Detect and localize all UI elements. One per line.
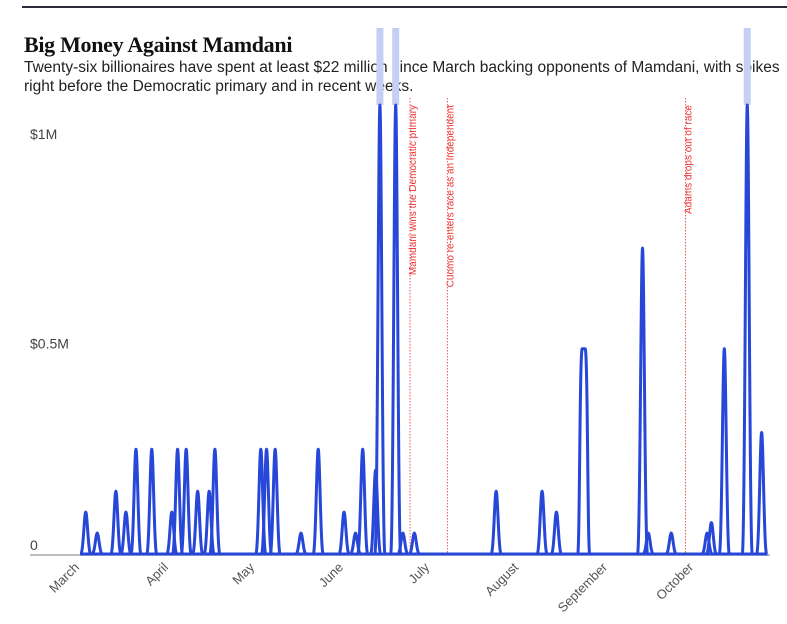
y-tick-label: $1M [30, 126, 57, 142]
event-label: Mamdani wins the Democratic primary [408, 105, 419, 275]
spending-spike [389, 103, 403, 556]
top-rule [22, 6, 787, 8]
spending-spike [489, 489, 503, 556]
event-label: Cuomo re-enters race as an independent [445, 105, 456, 288]
spending-spike [260, 447, 274, 556]
clipped-spike-overflow [392, 28, 400, 105]
spending-spike [549, 510, 563, 556]
y-tick-label: 0 [30, 537, 38, 553]
x-tick-label: August [482, 559, 521, 598]
event-label: Adams drops out of race [684, 105, 695, 214]
spending-spike [535, 489, 549, 556]
spending-spike [79, 510, 93, 556]
spending-spike [407, 531, 421, 556]
spending-spike [145, 447, 159, 556]
spending-spike [740, 103, 754, 556]
spending-spike [171, 447, 185, 556]
spending-spike [90, 531, 104, 556]
spending-spike [129, 447, 143, 556]
clipped-spike-overflow [376, 28, 384, 105]
x-tick-label: October [653, 559, 697, 603]
x-tick-label: March [46, 560, 82, 596]
spending-spike [396, 531, 410, 556]
spending-spike [311, 447, 325, 556]
spending-spike [704, 521, 718, 556]
y-tick-label: $0.5M [30, 336, 69, 352]
spending-spike [337, 510, 351, 556]
spending-spike [576, 347, 592, 556]
x-tick-label: May [229, 559, 257, 587]
spending-spike [119, 510, 133, 556]
x-tick-label: April [142, 559, 171, 588]
spending-spike [755, 430, 769, 556]
spending-spike [179, 447, 193, 556]
spending-spike [373, 103, 387, 556]
spending-spike [109, 489, 123, 556]
spending-spike [641, 531, 655, 556]
spending-spike [636, 246, 650, 556]
spending-spike [208, 447, 222, 556]
chart-subtitle: Twenty-six billionaires have spent at le… [24, 59, 780, 95]
x-tick-label: July [405, 559, 432, 586]
spending-spike [191, 489, 205, 556]
x-tick-label: June [316, 560, 347, 591]
spending-spike [268, 447, 282, 556]
spending-spike [664, 531, 678, 556]
spending-spike [700, 531, 714, 556]
chart-title: Big Money Against Mamdani [24, 32, 293, 57]
clipped-spike-overflow [743, 28, 751, 105]
spending-spike [356, 447, 370, 556]
x-tick-label: September [555, 559, 611, 615]
spending-spike [717, 347, 731, 556]
spending-spike [294, 531, 308, 556]
